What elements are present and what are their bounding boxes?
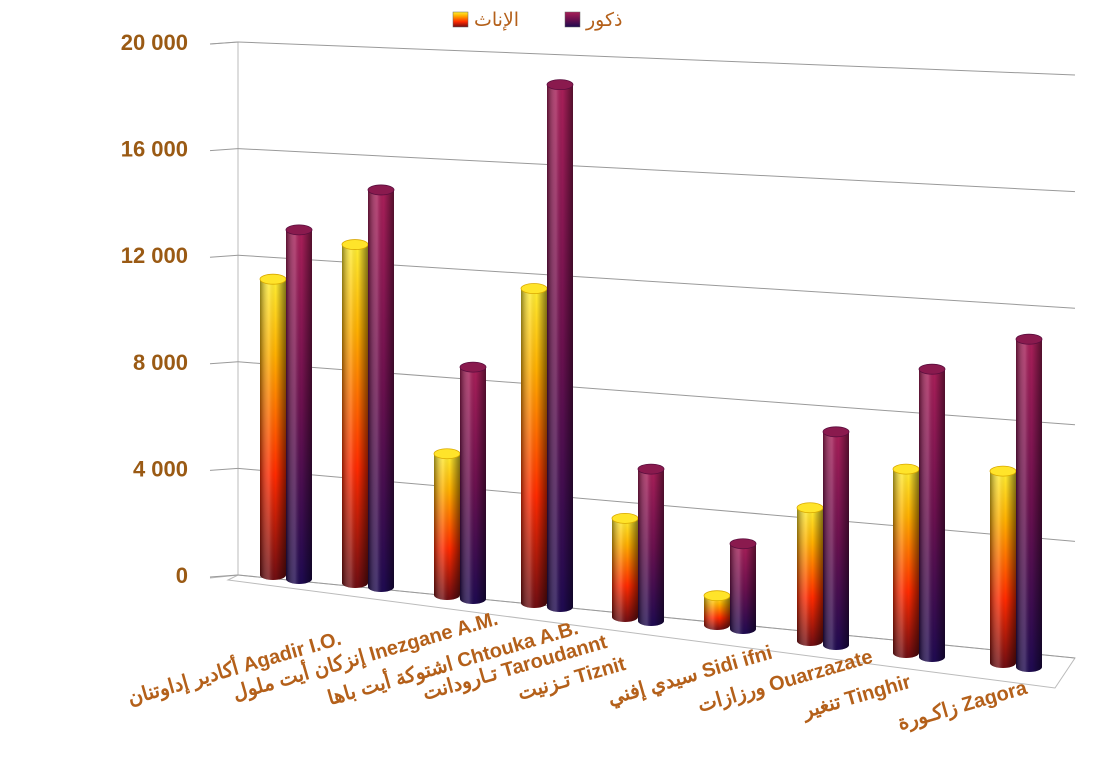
bar-male-shade [919,369,945,662]
bar-male [546,79,574,612]
bar-male [637,463,665,626]
bar-male-cap [637,463,665,475]
x-tick-label: زاكـورة Zagora [895,677,1030,736]
y-tick-label: 0 [176,563,188,588]
left-wall [209,41,239,579]
bar-male-cap [729,538,757,550]
bar-female-cap [796,502,824,514]
bar-male-cap [367,184,395,196]
bar-male-shade [368,189,394,593]
grid-line-side [209,467,239,471]
y-tick-label: 4 000 [133,456,188,481]
bar-male [1015,333,1043,672]
bar-female [989,465,1017,668]
y-tick-label: 12 000 [121,243,188,268]
bar-male [459,361,487,604]
bar-male-shade [460,367,486,604]
legend-label-female: الإناث [474,9,519,31]
bar-male-cap [546,79,574,91]
grid-line [237,41,1076,76]
bar-male-shade [1016,339,1042,672]
bar-female [520,283,548,608]
legend: الإناث ذكور [452,9,623,31]
y-tick-label: 8 000 [133,350,188,375]
bar-male-shade [730,543,756,634]
bar-female-shade [612,518,638,622]
bar-male-shade [547,84,573,612]
bar-female-shade [797,507,823,646]
bar-female-cap [892,463,920,475]
bar-female-shade [893,469,919,658]
bar-male-shade [638,469,664,626]
legend-label-male: ذكور [585,9,623,31]
bar-female-shade [260,279,286,580]
grid-line-side [209,148,239,152]
bar-male-cap [459,361,487,373]
bar-female-cap [611,512,639,524]
bar-female-cap [341,239,369,250]
bar-male-shade [286,229,312,584]
bar-female [433,448,461,600]
bar-female [796,502,824,646]
bar-male [285,224,313,584]
y-axis: 0 4 000 8 000 12 000 16 000 20 000 [121,30,188,588]
grid-line [237,148,1076,193]
y-tick-label: 16 000 [121,137,188,162]
bar-male-cap [1015,333,1043,345]
bar-female [892,463,920,658]
bar-female-cap [433,448,461,460]
bar-male [367,184,395,593]
bar-female [703,590,731,630]
bar-female-shade [990,471,1016,668]
bar-female-cap [989,465,1017,477]
bar-female [341,239,369,589]
bar-male-shade [823,431,849,650]
legend-swatch-female [452,11,469,28]
bar-male-cap [285,224,313,236]
bar-male-cap [822,426,850,438]
bars [259,79,1043,672]
bar-male [822,426,850,650]
y-tick-label: 20 000 [121,30,188,55]
legend-swatch-male [564,11,581,28]
grid-line-side [209,254,239,258]
bar-female-shade [434,453,460,600]
bar-female-cap [259,273,287,285]
bar-male [729,538,757,634]
bar-female [259,273,287,580]
grid-line-side [209,574,239,578]
grid-line-side [209,41,239,45]
bar-female-shade [342,244,368,589]
bar-female-shade [521,288,547,608]
bar-male-cap [918,363,946,375]
bar-female-cap [520,283,548,294]
bar-male [918,363,946,662]
grid-line-side [209,361,239,365]
bar-female-shade [704,595,730,630]
bar-female [611,512,639,622]
bar-female-cap [703,590,731,602]
